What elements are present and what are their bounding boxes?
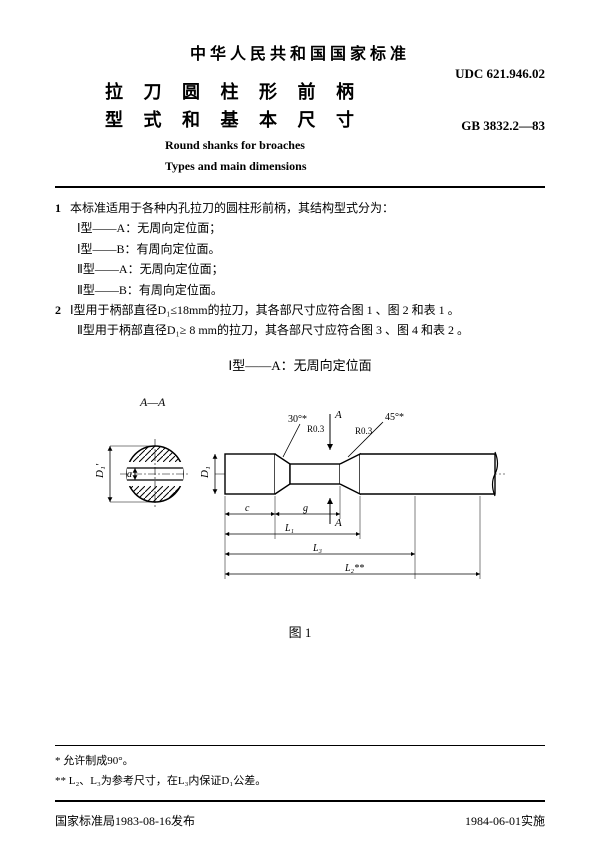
- label-l2: L₂**: [344, 563, 364, 574]
- label-r03a: R0.3: [307, 424, 325, 434]
- label-g: g: [303, 503, 308, 514]
- type-2b: Ⅱ型——B：有周向定位面。: [77, 280, 545, 300]
- label-angle30: 30°*: [288, 414, 307, 425]
- p2a: Ⅰ型用于柄部直径D₁≤18mm的拉刀，其各部尺寸应符合图 1 、图 2 和表 1…: [70, 303, 460, 317]
- issue-date: 国家标准局1983-08-16发布: [55, 812, 195, 829]
- impl-date: 1984-06-01实施: [465, 812, 545, 829]
- section-label: A—A: [139, 395, 166, 409]
- label-l1: L₁: [284, 523, 294, 534]
- item-2-num: 2: [55, 300, 67, 320]
- type-1a: Ⅰ型——A：无周向定位面；: [77, 218, 545, 238]
- label-d1: D₁: [199, 466, 211, 479]
- nation-title: 中华人民共和国国家标准: [55, 40, 545, 64]
- body-text: 1 本标准适用于各种内孔拉刀的圆柱形前柄，其结构型式分为： Ⅰ型——A：无周向定…: [55, 198, 545, 341]
- footnote-2: ** L₂、L₃为参考尺寸，在L₃内保证D₁公差。: [55, 772, 545, 788]
- type-2a: Ⅱ型——A：无周向定位面；: [77, 259, 545, 279]
- footnote-1: * 允许制成90°。: [55, 752, 545, 768]
- figure-1: A—A D₁' a 30°* 45°* R0.3 R0.3: [55, 384, 545, 614]
- gb-code: GB 3832.2—83: [461, 118, 545, 134]
- type-1b: Ⅰ型——B：有周向定位面。: [77, 239, 545, 259]
- p2b: Ⅱ型用于柄部直径D₁≥ 8 mm的拉刀，其各部尺寸应符合图 3 、图 4 和表 …: [77, 320, 545, 340]
- label-l3: L₃: [312, 543, 323, 554]
- label-angle45: 45°*: [385, 412, 404, 423]
- title-en-1: Round shanks for broaches: [165, 138, 545, 153]
- figure-caption: 图 1: [55, 622, 545, 641]
- label-Atop: A: [334, 409, 342, 421]
- label-a: a: [127, 469, 132, 480]
- label-c: c: [245, 503, 250, 514]
- footnote-rule: [55, 745, 545, 746]
- p1-lead: 本标准适用于各种内孔拉刀的圆柱形前柄，其结构型式分为：: [70, 201, 394, 215]
- udc-code: UDC 621.946.02: [455, 66, 545, 82]
- label-Abot: A: [334, 517, 342, 529]
- label-r03b: R0.3: [355, 426, 373, 436]
- title-en-2: Types and main dimensions: [165, 159, 545, 174]
- figure-title: Ⅰ型——A：无周向定位面: [55, 355, 545, 374]
- divider-bottom: [55, 800, 545, 802]
- label-d1p: D₁': [94, 463, 106, 479]
- divider-top: [55, 186, 545, 188]
- item-1-num: 1: [55, 198, 67, 218]
